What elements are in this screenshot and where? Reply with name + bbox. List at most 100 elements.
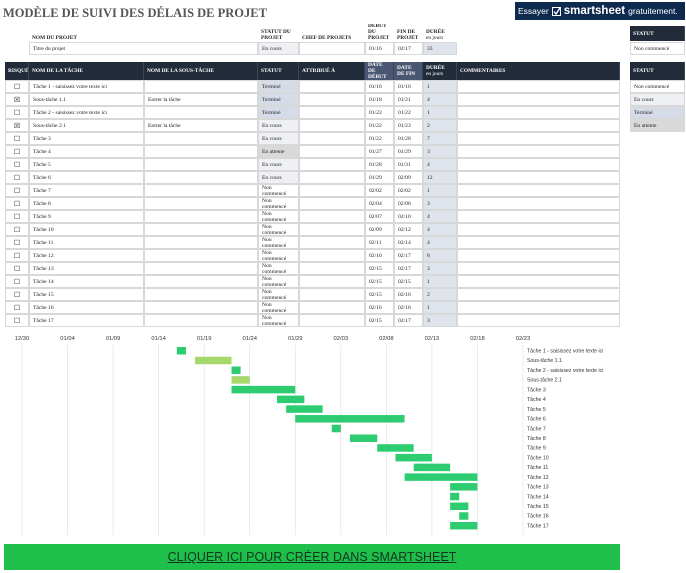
table-cell: [457, 184, 620, 197]
table-cell: [144, 301, 258, 314]
table-cell: [144, 262, 258, 275]
table-cell: [299, 158, 365, 171]
x-tick-label: 01/04: [60, 336, 75, 342]
table-cell: Tâche 14: [29, 275, 144, 288]
table-cell: 12: [423, 171, 457, 184]
header-sub: en jours: [426, 71, 444, 77]
x-tick-label: 02/23: [516, 336, 531, 342]
table-cell: [144, 236, 258, 249]
table-cell: 01/28: [394, 132, 423, 145]
banner[interactable]: Essayer smartsheet gratuitement.: [515, 2, 685, 20]
table-cell: Non commencé: [258, 288, 299, 301]
table-cell: 4: [423, 223, 457, 236]
table-cell: 02/17: [394, 314, 423, 327]
gantt-label: Tâche 15: [527, 504, 549, 510]
table-cell: [299, 145, 365, 158]
header-main: COMMENTAIRES: [460, 68, 506, 74]
table-cell: 01/31: [394, 158, 423, 171]
table-header: DURÉE en jours: [423, 62, 457, 80]
table-cell: [457, 80, 620, 93]
table-cell: Terminé: [258, 80, 299, 93]
table-cell: 01/29: [365, 171, 394, 184]
table-cell: ☐: [5, 236, 29, 249]
table-cell: Sous-tâche 1.1: [29, 93, 144, 106]
table-cell: 02/02: [394, 184, 423, 197]
table-cell: Tâche 10: [29, 223, 144, 236]
table-cell: Non commencé: [258, 210, 299, 223]
table-cell: ☐: [5, 197, 29, 210]
gantt-label: Tâche 9: [527, 446, 546, 452]
project-label: CHEF DE PROJETS: [302, 35, 352, 41]
table-cell: Tâche 6: [29, 171, 144, 184]
gantt-bar: [450, 521, 478, 530]
project-value: 01/16: [365, 42, 394, 55]
table-cell: [457, 223, 620, 236]
table-header: NOM DE LA TÂCHE: [29, 62, 144, 80]
x-tick-label: 12/30: [15, 336, 30, 342]
table-cell: [299, 288, 365, 301]
check-icon: [551, 6, 561, 16]
header-main: NOM DE LA TÂCHE: [32, 68, 83, 74]
status-option: Terminé: [630, 106, 685, 119]
x-tick-label: 01/29: [288, 336, 303, 342]
table-cell: ☒: [5, 119, 29, 132]
table-cell: 02/10: [394, 210, 423, 223]
project-label: DURÉE en jours: [423, 24, 457, 43]
table-cell: [457, 197, 620, 210]
table-cell: 3: [423, 262, 457, 275]
table-cell: 01/22: [365, 132, 394, 145]
table-cell: [144, 106, 258, 119]
table-cell: ☐: [5, 106, 29, 119]
table-cell: Entrer la tâche: [144, 119, 258, 132]
table-cell: 01/29: [394, 145, 423, 158]
table-cell: Non commencé: [258, 275, 299, 288]
table-cell: ☐: [5, 171, 29, 184]
table-cell: Tâche 5: [29, 158, 144, 171]
table-cell: 4: [423, 93, 457, 106]
table-cell: Non commencé: [258, 249, 299, 262]
table-cell: [299, 275, 365, 288]
table-cell: ☐: [5, 145, 29, 158]
gantt-bar: [176, 347, 186, 355]
x-tick-label: 01/14: [151, 336, 166, 342]
gantt-bar: [195, 356, 232, 365]
table-cell: Tâche 16: [29, 301, 144, 314]
status-box-title: STATUT: [630, 26, 685, 41]
gantt-bar: [395, 453, 432, 462]
table-header: STATUT: [258, 62, 299, 80]
table-cell: Non commencé: [258, 197, 299, 210]
gantt-label: Tâche 2 - saisissez votre texte ici: [527, 368, 603, 374]
table-cell: Non commencé: [258, 262, 299, 275]
gantt-label: Tâche 5: [527, 407, 546, 413]
table-cell: Non commencé: [258, 223, 299, 236]
table-cell: Tâche 7: [29, 184, 144, 197]
project-value: [299, 42, 365, 55]
table-cell: [457, 132, 620, 145]
header-main: DATE DE DÉBUT: [368, 62, 387, 80]
table-cell: En attente: [258, 145, 299, 158]
table-cell: 01/28: [365, 158, 394, 171]
header-sub: en jours: [426, 35, 444, 41]
banner-try: Essayer: [518, 6, 549, 16]
cta-button[interactable]: CLIQUER ICI POUR CRÉER DANS SMARTSHEET: [4, 544, 620, 570]
gantt-bar: [450, 492, 460, 501]
table-cell: [457, 171, 620, 184]
table-cell: Non commencé: [258, 301, 299, 314]
table-cell: [299, 93, 365, 106]
table-cell: [457, 262, 620, 275]
table-cell: Non commencé: [258, 314, 299, 327]
table-header: DATE DE DÉBUT: [365, 62, 394, 80]
table-cell: [457, 288, 620, 301]
table-cell: ☐: [5, 288, 29, 301]
gantt-label: Tâche 1 - saisissez votre texte ici: [527, 349, 603, 355]
table-cell: 3: [423, 145, 457, 158]
table-cell: 8: [423, 249, 457, 262]
project-value: 02/17: [394, 42, 423, 55]
gantt-bar: [231, 366, 241, 374]
x-tick-label: 02/13: [425, 336, 440, 342]
table-cell: 1: [423, 80, 457, 93]
table-cell: 02/02: [365, 184, 394, 197]
table-cell: [144, 288, 258, 301]
table-cell: En cours: [258, 119, 299, 132]
table-cell: 01/27: [365, 145, 394, 158]
